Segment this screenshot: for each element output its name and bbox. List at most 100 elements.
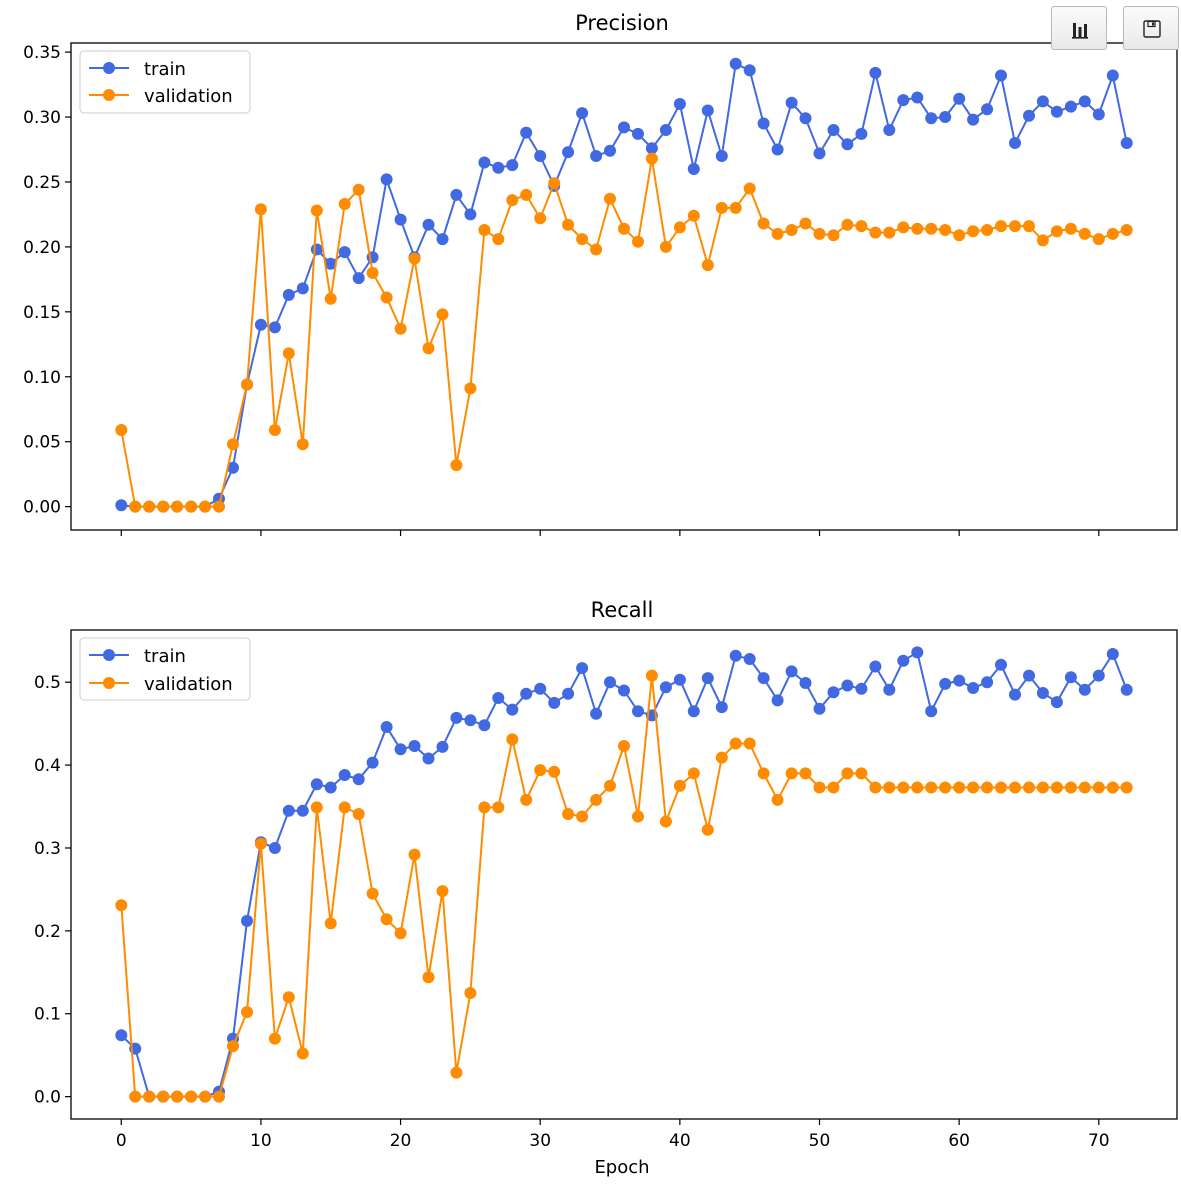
train-point [366,756,379,769]
train-point [673,673,686,686]
train-point [1036,95,1049,108]
validation-point [450,459,463,472]
recall-legend: train validation [79,637,251,701]
validation-point [1023,220,1035,233]
validation-point [171,500,184,513]
train-point [282,288,295,301]
legend-validation-marker [103,677,115,689]
validation-point [1092,781,1105,794]
train-point [324,781,337,794]
train-point [785,665,798,678]
legend-box [79,50,251,114]
train-point [394,213,407,226]
validation-point [883,781,896,794]
train-point [701,104,714,117]
train-point [618,684,630,697]
train-point [869,660,882,673]
validation-point [115,899,128,912]
train-point [799,112,812,125]
train-point [785,96,798,109]
legend-train-label: train [144,59,186,80]
precision-title: Precision [575,11,669,35]
validation-point [520,793,533,806]
train-point [324,257,337,270]
train-point [687,163,700,175]
recall-x-ticks: 0 10 20 30 40 50 60 70 [116,1119,1110,1151]
validation-point [687,767,700,780]
train-point [115,499,128,512]
validation-point [729,737,742,750]
train-point [995,69,1007,82]
y-tick-label: 0.20 [23,238,61,258]
train-point [827,124,840,136]
validation-point [520,188,533,201]
validation-point [911,781,924,794]
y-tick-label: 0.1 [34,1005,61,1025]
validation-point [981,781,994,794]
validation-point [422,971,435,984]
validation-point [436,885,449,898]
train-point [534,682,547,695]
chart-options-button[interactable] [1051,6,1107,50]
train-point [632,127,644,140]
validation-point [771,227,784,240]
train-point [869,66,882,79]
train-point [618,121,630,134]
validation-point [422,342,435,355]
validation-point [1050,781,1063,794]
train-point [1120,137,1133,149]
train-point [1009,137,1021,149]
precision-legend: train validation [79,50,251,114]
validation-point [562,808,575,820]
train-point [1078,683,1091,696]
validation-point [967,781,980,794]
train-point [743,64,756,77]
validation-point [408,252,421,265]
validation-point [576,810,589,823]
train-point [464,714,477,727]
save-icon [1143,20,1161,38]
validation-point [785,767,798,780]
validation-point [604,779,616,792]
validation-point [1036,781,1049,794]
validation-point [869,781,882,794]
y-tick-label: 0.25 [23,173,61,193]
validation-point [324,292,337,305]
validation-point [841,767,854,780]
validation-point [827,229,840,242]
validation-point [171,1090,184,1103]
train-point [604,676,616,689]
save-figure-button[interactable] [1123,6,1179,50]
train-point [939,111,952,123]
y-tick-label: 0.10 [23,368,61,388]
validation-point [590,793,603,806]
train-point [492,692,505,704]
train-point [254,318,267,331]
train-point [268,842,281,854]
train-point [422,752,435,765]
train-point [1120,683,1133,696]
train-point [799,677,812,689]
x-tick-label: 10 [250,1131,272,1151]
train-point [1064,100,1077,113]
validation-point [450,1066,463,1079]
validation-point [268,1032,281,1045]
validation-point [687,209,700,222]
validation-point [548,765,561,778]
y-tick-label: 0.4 [34,756,61,776]
validation-point [925,222,938,235]
x-tick-label: 40 [669,1131,691,1151]
train-point [1023,109,1035,122]
train-point [380,173,393,186]
validation-point [1023,781,1035,794]
validation-point [911,222,924,235]
validation-point [813,227,826,240]
validation-point [785,224,798,236]
validation-point [492,801,505,814]
train-point [227,461,239,474]
x-axis-label: Epoch [594,1157,649,1178]
validation-point [562,218,575,231]
train-point [883,124,896,136]
validation-point [1092,233,1105,246]
validation-point [729,201,742,214]
